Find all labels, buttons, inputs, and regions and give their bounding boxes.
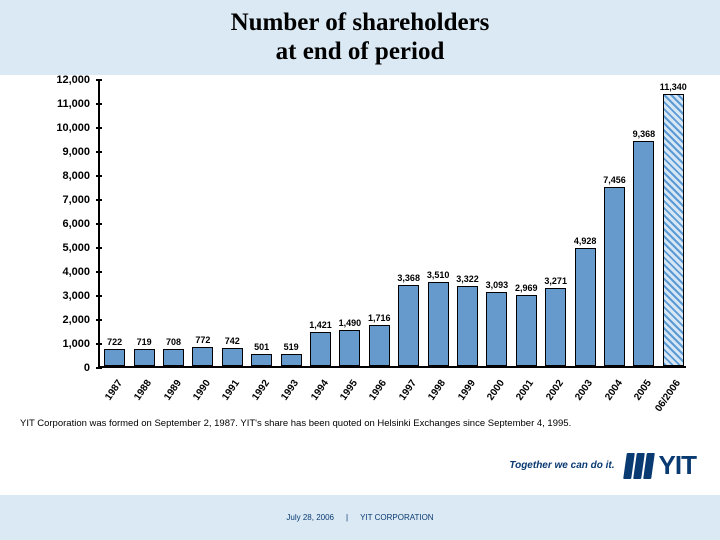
y-tick-label: 1,000 [62,338,90,350]
brand-block: Together we can do it. YIT [509,450,696,481]
bar [339,330,360,366]
x-tick-label: 1998 [426,378,448,403]
y-axis-ticks: 01,0002,0003,0004,0005,0006,0007,0008,00… [46,80,96,368]
bar-value-label: 2,969 [515,283,538,293]
y-tick-label: 9,000 [62,146,90,158]
bar [457,286,478,366]
slide: Number of shareholdersat end of period 0… [0,0,720,540]
bar-value-label: 3,368 [397,273,420,283]
bar-value-label: 3,510 [427,270,450,280]
bar-value-label: 719 [137,337,152,347]
bar-value-label: 7,456 [603,175,626,185]
bar [428,282,449,366]
y-tick-label: 7,000 [62,194,90,206]
y-tick-label: 11,000 [57,98,90,110]
title-band: Number of shareholdersat end of period [0,0,720,75]
bar-value-label: 3,271 [544,276,567,286]
logo-bar-icon [643,453,655,479]
y-tick-label: 3,000 [62,290,90,302]
bar [633,141,654,366]
footer-org: YIT CORPORATION [360,513,434,522]
bar-value-label: 708 [166,337,181,347]
bar [281,354,302,366]
y-tick-label: 8,000 [62,170,90,182]
bar-value-label: 4,928 [574,236,597,246]
y-tick-label: 0 [84,362,90,374]
y-tick-label: 5,000 [62,242,90,254]
x-tick-label: 1994 [309,378,331,403]
x-tick-label: 1997 [397,378,419,403]
shareholders-bar-chart: 0 1,000 2,000 3,000 4,000 5,000 6,000 7,000 8,00… [46,80,686,400]
bar [516,295,537,366]
x-tick-label: 1988 [132,378,154,403]
logo-bar-icon [623,453,635,479]
bar-value-label: 519 [284,342,299,352]
bar [251,354,272,366]
logo-text: YIT [659,450,696,481]
bar-value-label: 11,340 [660,82,687,92]
bar-value-label: 3,093 [486,280,509,290]
bar [575,248,596,366]
x-tick-label: 1992 [250,378,272,403]
bar-value-label: 501 [254,342,269,352]
x-tick-label: 06/2006 [654,378,684,414]
bar [398,285,419,366]
brand-tagline: Together we can do it. [509,460,614,471]
bar-value-label: 1,421 [309,320,332,330]
plot-area: 722 719 708 772 742 501 519 1,421 1,490 1,716 3,36… [98,80,686,368]
brand-logo: YIT [625,450,696,481]
x-tick-label: 2004 [603,378,625,403]
bar-value-label: 3,322 [456,274,479,284]
y-tick-label: 6,000 [62,218,90,230]
x-tick-label: 1991 [221,378,243,403]
footnote: YIT Corporation was formed on September … [20,418,700,429]
x-tick-label: 1987 [103,378,125,403]
x-tick-label: 1995 [338,378,360,403]
y-tick-label: 2,000 [62,314,90,326]
bar [192,347,213,366]
x-axis-labels: 1987 1988 1989 1990 1991 1992 1993 1994 1995 1996… [98,372,686,412]
bar-value-label: 742 [225,336,240,346]
y-tick-label: 10,000 [56,122,90,134]
x-tick-label: 2002 [544,378,566,403]
x-tick-label: 2003 [573,378,595,403]
bar [486,292,507,366]
x-tick-label: 1993 [279,378,301,403]
x-tick-label: 1990 [191,378,213,403]
y-tick-label: 12,000 [56,74,90,86]
bar [545,288,566,367]
bar [163,349,184,366]
bar-value-label: 772 [195,335,210,345]
footer-band: July 28, 2006 | YIT CORPORATION [0,495,720,540]
x-tick-label: 2001 [515,378,537,403]
slide-title: Number of shareholdersat end of period [231,9,490,67]
footer-separator-icon: | [346,513,348,522]
x-tick-label: 1999 [456,378,478,403]
logo-bar-icon [633,453,645,479]
bar [134,349,155,366]
bar-value-label: 9,368 [633,129,656,139]
bar-value-label: 722 [107,337,122,347]
x-tick-label: 1996 [368,378,390,403]
bar [369,325,390,366]
bar [222,348,243,366]
y-tick-label: 4,000 [62,266,90,278]
x-tick-label: 1989 [162,378,184,403]
x-tick-label: 2005 [632,378,654,403]
bar-value-label: 1,716 [368,313,391,323]
bar [663,94,684,366]
footer-date: July 28, 2006 [286,513,334,522]
bar [604,187,625,366]
x-tick-label: 2000 [485,378,507,403]
bar [310,332,331,366]
bar [104,349,125,366]
bar-value-label: 1,490 [339,318,362,328]
